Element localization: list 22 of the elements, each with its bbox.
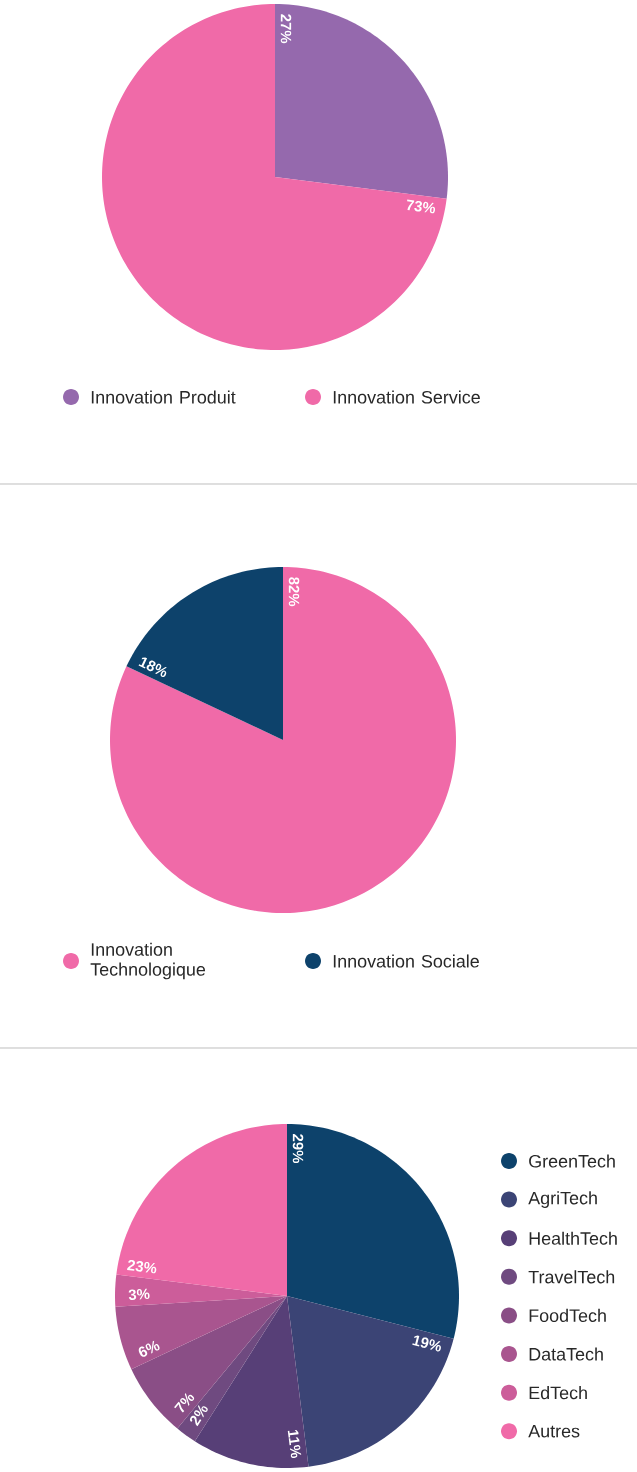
legend-label: FoodTech xyxy=(529,1308,606,1322)
legend-label: Innovation Produit xyxy=(91,390,236,404)
legend-label: AgriTech xyxy=(528,1191,597,1208)
legend-label: Autres xyxy=(528,1424,580,1438)
data-label: 11% xyxy=(287,1429,302,1459)
legend-label: HealthTech xyxy=(529,1231,617,1245)
legend-label: GreenTech xyxy=(529,1154,615,1168)
data-label: 27% xyxy=(280,14,292,44)
data-label: 82% xyxy=(288,577,300,607)
data-label: 18% xyxy=(138,657,167,678)
legend-label: Innovation Sociale xyxy=(333,954,479,968)
data-label: 73% xyxy=(407,199,436,214)
data-label: 29% xyxy=(292,1134,304,1164)
data-label: 23% xyxy=(127,1259,157,1274)
legend-label: Innovation Service xyxy=(333,390,480,404)
data-label: 3% xyxy=(128,1288,150,1301)
data-label: 6% xyxy=(138,1340,160,1357)
legend-label: DataTech xyxy=(529,1347,603,1361)
legend-label: EdTech xyxy=(529,1386,587,1400)
legend-label: TravelTech xyxy=(528,1270,615,1284)
data-label: 19% xyxy=(412,1335,441,1352)
legend-label: Innovation Technologique xyxy=(90,942,206,980)
